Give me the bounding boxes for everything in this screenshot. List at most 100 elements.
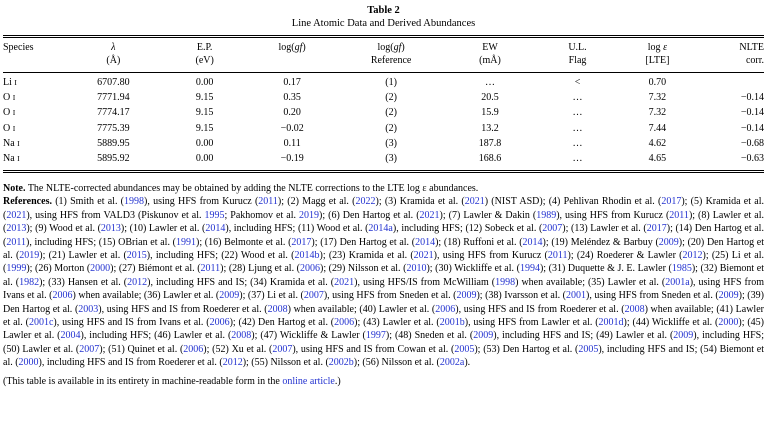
reference-year-link[interactable]: 2021	[334, 276, 355, 288]
reference-year-link[interactable]: 2019	[299, 209, 320, 221]
cell-nlte	[695, 73, 764, 91]
reference-year-link[interactable]: 1999	[6, 263, 27, 275]
cell-ep: 0.00	[195, 137, 214, 149]
reference-year-link[interactable]: 2007	[272, 343, 293, 355]
cell-ew: 187.8	[478, 137, 502, 149]
reference-year-link[interactable]: 1995	[204, 209, 225, 221]
reference-year-link[interactable]: 2002a	[439, 357, 465, 369]
cell-ew: 168.6	[478, 152, 502, 164]
reference-year-link[interactable]: 2009	[673, 330, 694, 342]
reference-year-link[interactable]: 2014	[415, 236, 436, 248]
reference-year-link[interactable]: 2009	[658, 236, 679, 248]
reference-year-link[interactable]: 2011	[200, 263, 221, 275]
cell-species: Na I	[3, 152, 21, 164]
ionization-stage: I	[17, 138, 21, 148]
reference-year-link[interactable]: 2000	[718, 317, 739, 328]
reference-year-link[interactable]: 1985	[671, 263, 692, 275]
reference-year-link[interactable]: 2007	[542, 223, 563, 235]
cell-lambda: 7775.39	[97, 122, 130, 134]
reference-year-link[interactable]: 2007	[79, 343, 100, 355]
reference-year-link[interactable]: 2008	[231, 330, 252, 342]
reference-year-link[interactable]: 2015	[126, 249, 147, 261]
reference-year-link[interactable]: 1989	[536, 209, 557, 221]
cell-loggf: 0.11	[283, 137, 301, 149]
ionization-stage: I	[17, 153, 21, 163]
reference-year-link[interactable]: 2021	[419, 209, 440, 221]
reference-year-link[interactable]: 2001b	[439, 317, 465, 328]
reference-year-link[interactable]: 2014	[522, 236, 543, 248]
cell-lambda: 7771.94	[97, 92, 130, 104]
reference-year-link[interactable]: 2021	[464, 196, 485, 208]
reference-year-link[interactable]: 2011	[547, 249, 568, 261]
paper-table-page: Table 2 Line Atomic Data and Derived Abu…	[3, 5, 764, 388]
cell-species: Na I	[3, 137, 21, 149]
reference-year-link[interactable]: 1991	[175, 236, 196, 248]
reference-year-link[interactable]: 2001a	[665, 276, 690, 288]
reference-year-link[interactable]: 1998	[495, 276, 516, 288]
column-header-equivalent-width: EW (mÅ)	[444, 36, 536, 73]
reference-year-link[interactable]: 2000	[90, 263, 111, 275]
reference-year-link[interactable]: 2006	[299, 263, 320, 275]
reference-year-link[interactable]: 2013	[6, 223, 27, 235]
ionization-stage: I	[12, 108, 16, 118]
reference-year-link[interactable]: 2017	[661, 196, 682, 208]
table-caption: Table 2 Line Atomic Data and Derived Abu…	[3, 5, 764, 30]
online-article-link[interactable]: online article	[282, 375, 335, 387]
cell-logeps: 4.65	[648, 152, 667, 164]
reference-year-link[interactable]: 2022	[355, 196, 376, 208]
reference-year-link[interactable]: 2005	[454, 343, 475, 355]
reference-year-link[interactable]: 2001c	[28, 317, 54, 328]
reference-year-link[interactable]: 2006	[435, 303, 456, 315]
reference-year-link[interactable]: 2009	[219, 290, 240, 302]
reference-year-link[interactable]: 2017	[291, 236, 312, 248]
reference-year-link[interactable]: 2017	[646, 223, 667, 235]
reference-year-link[interactable]: 2008	[267, 303, 288, 315]
reference-year-link[interactable]: 2010	[406, 263, 427, 275]
reference-year-link[interactable]: 2001	[566, 290, 587, 302]
reference-year-link[interactable]: 2008	[624, 303, 645, 315]
reference-year-link[interactable]: 2012	[682, 249, 703, 261]
reference-year-link[interactable]: 2021	[6, 209, 27, 221]
reference-year-link[interactable]: 2012	[222, 357, 243, 369]
reference-year-link[interactable]: 2011	[6, 236, 26, 248]
reference-year-link[interactable]: 1994	[519, 263, 540, 275]
reference-year-link[interactable]: 2014a	[368, 223, 393, 235]
reference-year-link[interactable]: 2014b	[294, 249, 320, 261]
cell-ul: …	[572, 92, 583, 104]
column-header-wavelength: λ (Å)	[63, 36, 163, 73]
reference-year-link[interactable]: 2003	[78, 303, 99, 315]
reference-year-link[interactable]: 2007	[303, 290, 324, 302]
note-text: The NLTE-corrected abundances may be obt…	[27, 182, 479, 194]
reference-year-link[interactable]: 2001d	[598, 317, 624, 328]
reference-year-link[interactable]: 2000	[18, 357, 39, 369]
reference-year-link[interactable]: 2006	[52, 290, 73, 302]
reference-year-link[interactable]: 1982	[19, 276, 40, 288]
cell-nlte: −0.14	[740, 107, 764, 119]
table-footnotes: Note. The NLTE-corrected abundances may …	[3, 182, 764, 388]
cell-species: Li I	[3, 77, 18, 88]
reference-year-link[interactable]: 2021	[413, 249, 434, 261]
reference-year-link[interactable]: 2009	[473, 330, 494, 342]
reference-year-link[interactable]: 1997	[365, 330, 386, 342]
reference-year-link[interactable]: 2006	[334, 317, 355, 328]
reference-year-link[interactable]: 2004	[60, 330, 81, 342]
reference-year-link[interactable]: 2011	[669, 209, 689, 221]
availability-post: .)	[334, 375, 341, 387]
reference-year-link[interactable]: 2006	[209, 317, 230, 328]
data-table: Species λ (Å) E.P. (eV) log(gf) log(gf) Referen…	[3, 35, 764, 173]
column-header-species: Species	[3, 36, 64, 73]
reference-year-link[interactable]: 2006	[183, 343, 204, 355]
reference-year-link[interactable]: 1998	[124, 196, 145, 208]
reference-year-link[interactable]: 2009	[456, 290, 477, 302]
reference-year-link[interactable]: 2011	[258, 196, 278, 208]
column-header-logeps-lte: log ε [LTE]	[619, 36, 696, 73]
reference-year-link[interactable]: 2012	[127, 276, 148, 288]
reference-year-link[interactable]: 2005	[578, 343, 599, 355]
reference-year-link[interactable]: 2014	[205, 223, 226, 235]
reference-year-link[interactable]: 2019	[19, 249, 40, 261]
reference-year-link[interactable]: 2009	[718, 290, 739, 302]
cell-ew: 15.9	[481, 107, 499, 119]
reference-year-link[interactable]: 2002b	[328, 357, 354, 369]
reference-year-link[interactable]: 2013	[100, 223, 121, 235]
cell-logeps: 7.32	[648, 92, 667, 104]
